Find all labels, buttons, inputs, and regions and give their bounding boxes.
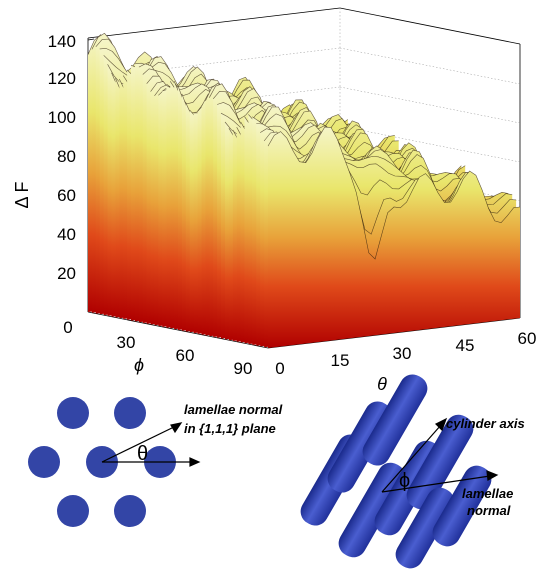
- arrowhead: [434, 417, 448, 432]
- cylinder: [432, 465, 492, 547]
- lamellae-normal-label: lamellae normal: [184, 402, 283, 417]
- z-tick-label: 20: [57, 264, 76, 283]
- cylinder: [327, 401, 393, 493]
- cylinder-cross-section: [114, 397, 146, 429]
- cylinder-axis-arrow: [381, 424, 442, 493]
- delta-f-surface: [87, 32, 521, 348]
- theta-tick-label: 60: [518, 329, 537, 348]
- z-axis-label: Δ F: [12, 181, 32, 208]
- theta-angle-label: θ: [137, 443, 148, 465]
- cylinder: [362, 374, 428, 466]
- arrowhead: [170, 422, 183, 434]
- arrowhead: [189, 457, 201, 467]
- phi-tick-label: 30: [117, 333, 136, 352]
- phi-tick-label: 0: [63, 318, 72, 337]
- lamellae-normal-arrow: [101, 425, 177, 463]
- z-tick-labels: 20 40 60 80 100 120 140: [48, 32, 76, 283]
- cylinder-cross-section: [57, 495, 89, 527]
- z-tick-label: 60: [57, 186, 76, 205]
- tilted-cylinders-schematic: [300, 374, 492, 569]
- arrowhead: [486, 470, 499, 481]
- theta-axis-label: θ: [377, 374, 387, 394]
- z-tick-label: 40: [57, 225, 76, 244]
- phi-angle-label: ϕ: [399, 470, 410, 492]
- surface-mesh-line: [267, 126, 521, 260]
- lamellae-normal-arrow-right: [381, 475, 491, 493]
- cylinder-cross-section: [28, 446, 60, 478]
- theta-tick-label: 0: [275, 359, 284, 378]
- theta-tick-label: 30: [393, 344, 412, 363]
- theta-tick-label: 15: [331, 351, 350, 370]
- cylinder-axis-label: cylinder axis: [446, 416, 525, 431]
- cylinder: [395, 487, 455, 569]
- lamellae-label: lamellae: [462, 486, 513, 501]
- phi-tick-labels: 0 30 60 90: [63, 318, 252, 378]
- z-tick-label: 80: [57, 147, 76, 166]
- theta-tick-labels: 0 15 30 45 60: [275, 329, 536, 378]
- phi-tick-label: 90: [234, 359, 253, 378]
- phi-tick-label: 60: [176, 346, 195, 365]
- cylinder-cross-section: [114, 495, 146, 527]
- theta-tick-label: 45: [456, 336, 475, 355]
- z-tick-label: 100: [48, 108, 76, 127]
- z-tick-label: 140: [48, 32, 76, 51]
- plane-label: in {1,1,1} plane: [184, 421, 276, 436]
- cylinder-cross-section: [57, 397, 89, 429]
- phi-axis-label: ϕ: [134, 355, 144, 375]
- normal-label: normal: [467, 503, 511, 518]
- z-tick-label: 120: [48, 69, 76, 88]
- hexagonal-schematic: θ lamellae normal in {1,1,1} plane: [28, 397, 283, 527]
- cylinder: [338, 462, 406, 558]
- surface-strip: [268, 127, 520, 348]
